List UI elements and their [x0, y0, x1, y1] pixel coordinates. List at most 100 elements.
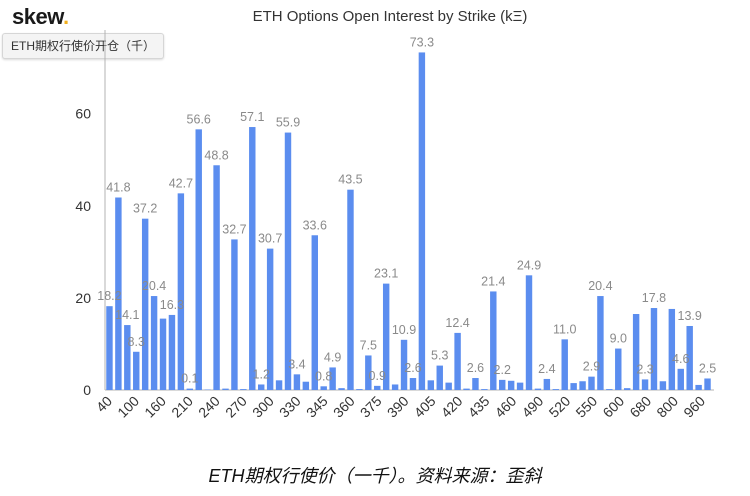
x-tick-label: 160 — [141, 393, 169, 421]
bar — [534, 388, 542, 390]
skew-logo: skew. — [12, 4, 69, 30]
bar — [695, 384, 702, 390]
bar-data-label: 10.9 — [392, 323, 416, 337]
chart-tag-label: ETH期权行使价开仓（千） — [2, 33, 165, 59]
bar — [365, 355, 372, 390]
bar — [186, 388, 194, 390]
bar — [490, 291, 497, 390]
bar — [606, 389, 613, 390]
bar — [302, 381, 310, 390]
bar — [579, 381, 586, 390]
bar — [133, 351, 140, 390]
bar — [168, 314, 176, 390]
bar — [293, 374, 301, 390]
bar — [525, 275, 533, 390]
bar-data-label: 23.1 — [374, 267, 398, 281]
x-tick-label: 435 — [465, 393, 493, 421]
x-tick-label: 240 — [195, 393, 223, 421]
bar-data-label: 14.1 — [115, 308, 139, 322]
bar — [382, 283, 390, 390]
bar-data-label: 2.3 — [636, 362, 653, 376]
x-tick-label: 100 — [114, 393, 142, 421]
bar-data-label: 32.7 — [222, 222, 246, 236]
bar-data-label: 2.4 — [538, 362, 555, 376]
bar — [356, 389, 363, 390]
bar-data-label: 18.2 — [97, 289, 121, 303]
bar-data-label: 0.8 — [315, 369, 332, 383]
bar — [436, 365, 443, 390]
x-tick-label: 270 — [222, 393, 250, 421]
bar — [507, 380, 515, 390]
bar-data-label: 73.3 — [410, 35, 434, 49]
bar — [409, 378, 417, 390]
bar — [704, 378, 711, 390]
bar-data-label: 43.5 — [338, 173, 362, 187]
bar — [623, 388, 631, 390]
x-tick-label: 960 — [680, 393, 708, 421]
bar — [240, 389, 247, 390]
x-tick-label: 460 — [492, 393, 520, 421]
x-tick-label: 360 — [330, 393, 358, 421]
y-tick-label: 40 — [75, 198, 91, 214]
bar — [641, 379, 649, 390]
bar — [275, 380, 283, 390]
bar-data-label: 55.9 — [276, 116, 300, 130]
x-tick-label: 345 — [303, 393, 331, 421]
chart-title: ETH Options Open Interest by Strike (kΞ) — [252, 8, 528, 25]
bar-data-label: 20.4 — [142, 279, 166, 293]
bar — [195, 129, 202, 390]
bar — [400, 339, 408, 390]
bar-data-label: 2.2 — [494, 363, 511, 377]
y-tick-label: 0 — [83, 382, 91, 398]
bar-data-label: 8.3 — [128, 335, 145, 349]
bar — [374, 385, 381, 390]
bar-data-label: 11.0 — [553, 322, 576, 336]
bar — [454, 332, 461, 390]
bar — [543, 378, 551, 390]
bar — [499, 379, 506, 390]
bar — [115, 197, 122, 390]
x-tick-label: 550 — [572, 393, 600, 421]
bar — [222, 388, 229, 390]
bar-data-label: 12.4 — [445, 316, 469, 330]
x-tick-label: 210 — [168, 393, 196, 421]
bar-data-label: 1.2 — [253, 367, 270, 381]
bar — [418, 52, 426, 391]
bar — [249, 127, 256, 390]
bar — [329, 367, 336, 390]
bar — [516, 382, 524, 390]
bar — [677, 368, 684, 390]
bar-data-label: 56.6 — [187, 112, 211, 126]
x-tick-label: 680 — [626, 393, 654, 421]
bar — [561, 339, 568, 390]
logo-dot: . — [63, 4, 69, 29]
bar — [347, 189, 354, 390]
y-tick-label: 60 — [75, 106, 91, 122]
x-tick-label: 375 — [357, 393, 385, 421]
x-tick-label: 405 — [411, 393, 439, 421]
bar-data-label: 7.5 — [360, 338, 377, 352]
bar — [391, 384, 399, 390]
bar — [231, 239, 238, 390]
bar-data-label: 5.3 — [431, 349, 448, 363]
bar-data-label: 57.1 — [240, 110, 264, 124]
bar-data-label: 2.9 — [583, 360, 600, 374]
bar — [481, 389, 488, 390]
bar — [445, 382, 452, 390]
bar-data-label: 48.8 — [204, 148, 228, 162]
x-tick-label: 390 — [384, 393, 412, 421]
bar — [668, 308, 676, 390]
bar — [597, 296, 604, 390]
bar-data-label: 4.9 — [324, 350, 341, 364]
bar-data-label: 33.6 — [303, 218, 327, 232]
logo-text: skew — [12, 4, 64, 29]
bar — [150, 296, 158, 390]
bar — [141, 218, 149, 390]
bar — [588, 376, 595, 390]
bar-data-label: 24.9 — [517, 258, 541, 272]
bar-data-label: 41.8 — [106, 181, 130, 195]
bar — [472, 378, 479, 390]
bar-data-label: 2.6 — [467, 361, 484, 375]
bar-data-label: 9.0 — [610, 332, 627, 346]
x-tick-label: 600 — [599, 393, 627, 421]
